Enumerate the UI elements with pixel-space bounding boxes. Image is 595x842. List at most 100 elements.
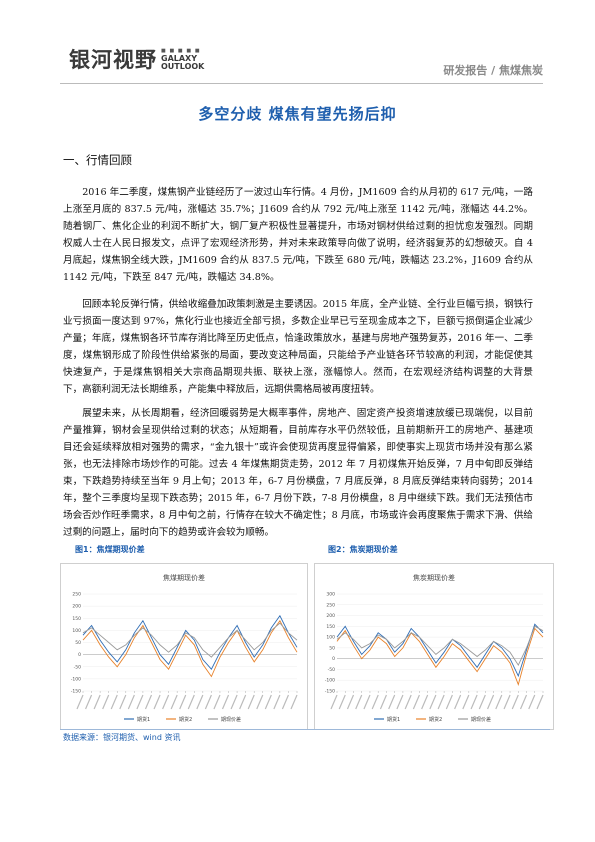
series-line-1 bbox=[336, 623, 544, 678]
y-tick-label: 300 bbox=[326, 592, 335, 598]
y-tick-label: 100 bbox=[326, 635, 335, 641]
series-line-3 bbox=[336, 625, 544, 667]
report-title: 多空分歧 煤焦有望先扬后抑 bbox=[198, 105, 397, 123]
coke-spread-chart: 焦炭期现价差 300 250 200 150 100 50 0 -50 -100 -150 期货1 期货… bbox=[325, 573, 544, 723]
x-tick-label-mark bbox=[264, 694, 272, 710]
x-tick-label-mark bbox=[256, 694, 264, 710]
y-tick-label: 150 bbox=[326, 624, 335, 630]
x-tick-label-mark bbox=[445, 694, 453, 710]
x-tick-label-mark bbox=[136, 694, 144, 710]
legend-label: 期货2 bbox=[429, 716, 442, 723]
x-tick-label-mark bbox=[290, 694, 298, 710]
x-tick-label-mark bbox=[454, 694, 462, 710]
y-tick-label: 50 bbox=[75, 640, 81, 646]
paragraph-1: 2016 年二季度，煤焦钢产业链经历了一波过山车行情。4 月份，JM1609 合… bbox=[63, 187, 533, 283]
x-tick-label-mark bbox=[536, 694, 544, 710]
x-tick-label-mark bbox=[528, 694, 536, 710]
coking-coal-spread-chart: 焦煤期现价差 250 200 150 100 50 0 -50 -100 -150 期货1 期货2 期现… bbox=[71, 573, 298, 723]
x-tick-label-mark bbox=[519, 694, 528, 710]
y-tick-label: -100 bbox=[71, 676, 81, 682]
x-tick-label-mark bbox=[281, 694, 289, 710]
source-divider bbox=[60, 729, 550, 730]
x-tick-label-mark bbox=[470, 694, 478, 710]
x-tick-label-mark bbox=[247, 694, 255, 710]
x-tick-label-mark bbox=[338, 694, 346, 710]
logo-text-en: ■ ■ ■ ■ ■ GALAXY OUTLOOK bbox=[161, 46, 204, 71]
y-tick-label: 200 bbox=[72, 604, 81, 610]
y-tick-label: -150 bbox=[71, 689, 81, 695]
figure-1-chart: 焦煤期现价差 250 200 150 100 50 0 -50 -100 -150 期货1 期货2 期现… bbox=[60, 563, 308, 730]
x-tick-label-mark bbox=[213, 694, 221, 710]
x-tick-label-mark bbox=[127, 694, 135, 710]
galaxy-outlook-logo: 银河视野 ■ ■ ■ ■ ■ GALAXY OUTLOOK bbox=[69, 46, 204, 71]
chart-title: 焦煤期现价差 bbox=[163, 573, 205, 582]
y-tick-label: -100 bbox=[325, 678, 335, 684]
x-tick-label-mark bbox=[495, 694, 503, 710]
x-tick-label-mark bbox=[187, 694, 195, 710]
x-tick-label-mark bbox=[511, 694, 519, 710]
y-tick-label: -150 bbox=[325, 689, 335, 695]
x-tick-label-mark bbox=[478, 694, 486, 710]
x-tick-label-mark bbox=[503, 694, 511, 710]
x-tick-label-mark bbox=[487, 694, 495, 710]
x-tick-label-mark bbox=[170, 694, 178, 710]
x-tick-label-mark bbox=[230, 694, 238, 710]
figure-2-chart: 焦炭期现价差 300 250 200 150 100 50 0 -50 -100 -150 期货1 期货… bbox=[314, 563, 554, 730]
legend-label: 期现价差 bbox=[221, 716, 241, 723]
x-tick-label-mark bbox=[437, 694, 445, 710]
figure-2-label: 图2：焦炭期现价差 bbox=[328, 545, 398, 554]
y-tick-label: 150 bbox=[72, 616, 81, 622]
x-tick-label-mark bbox=[162, 694, 170, 710]
report-type: 研发报告 / 焦煤焦炭 bbox=[443, 64, 543, 77]
x-tick-label-mark bbox=[363, 694, 371, 710]
series-line-2 bbox=[336, 627, 544, 686]
page-header: 银河视野 ■ ■ ■ ■ ■ GALAXY OUTLOOK 研发报告 / 焦煤焦… bbox=[0, 0, 595, 90]
x-tick-label-mark bbox=[221, 694, 230, 710]
legend-label: 期货2 bbox=[179, 716, 192, 723]
y-tick-label: -50 bbox=[328, 667, 335, 673]
x-tick-label-mark bbox=[412, 694, 420, 710]
logo-dots: ■ ■ ■ ■ ■ bbox=[161, 48, 201, 54]
x-tick-label-mark bbox=[76, 694, 84, 710]
y-tick-label: 0 bbox=[332, 656, 335, 662]
x-tick-label-mark bbox=[379, 694, 387, 710]
x-tick-label-mark bbox=[273, 694, 281, 710]
x-tick-label-mark bbox=[110, 694, 118, 710]
x-tick-label-mark bbox=[179, 694, 187, 710]
section-heading: 一、行情回顾 bbox=[63, 153, 132, 167]
logo-text-cn: 银河视野 bbox=[69, 48, 157, 72]
series-line-3 bbox=[82, 622, 298, 658]
x-tick-label-mark bbox=[144, 694, 153, 710]
y-tick-label: 100 bbox=[72, 628, 81, 634]
y-tick-label: 250 bbox=[326, 602, 335, 608]
x-tick-label-mark bbox=[346, 694, 355, 710]
x-tick-label-mark bbox=[102, 694, 110, 710]
paragraph-2: 回顾本轮反弹行情，供给收缩叠加政策刺激是主要诱因。2015 年底，全产业链、全行… bbox=[63, 299, 533, 395]
x-tick-label-mark bbox=[396, 694, 404, 710]
x-tick-label-mark bbox=[239, 694, 247, 710]
x-tick-label-mark bbox=[462, 694, 470, 710]
x-tick-label-mark bbox=[330, 694, 338, 710]
x-tick-label-mark bbox=[93, 694, 101, 710]
header-divider bbox=[60, 83, 543, 84]
series-line-2 bbox=[82, 619, 298, 678]
chart-title: 焦炭期现价差 bbox=[413, 573, 455, 582]
x-tick-label-mark bbox=[371, 694, 379, 710]
x-tick-label-mark bbox=[85, 694, 93, 710]
paragraph-3: 展望未来，从长周期看，经济回暖弱势是大概率事件，房地产、固定资产投资增速放缓已现… bbox=[63, 408, 533, 538]
x-tick-label-mark bbox=[119, 694, 127, 710]
x-tick-label-mark bbox=[355, 694, 363, 710]
legend-label: 期货1 bbox=[387, 716, 400, 723]
y-tick-label: 0 bbox=[78, 652, 81, 658]
x-tick-label-mark bbox=[429, 694, 437, 710]
x-tick-label-mark bbox=[388, 694, 396, 710]
x-tick-label-mark bbox=[204, 694, 212, 710]
x-tick-label-mark bbox=[421, 694, 429, 710]
logo-en-line2: OUTLOOK bbox=[161, 62, 205, 71]
y-tick-label: 200 bbox=[326, 613, 335, 619]
legend-label: 期货1 bbox=[137, 716, 150, 723]
figure-1-label: 图1：焦煤期现价差 bbox=[75, 545, 145, 554]
legend-label: 期现价差 bbox=[471, 716, 491, 723]
y-tick-label: 50 bbox=[329, 645, 335, 651]
x-tick-label-mark bbox=[196, 694, 204, 710]
